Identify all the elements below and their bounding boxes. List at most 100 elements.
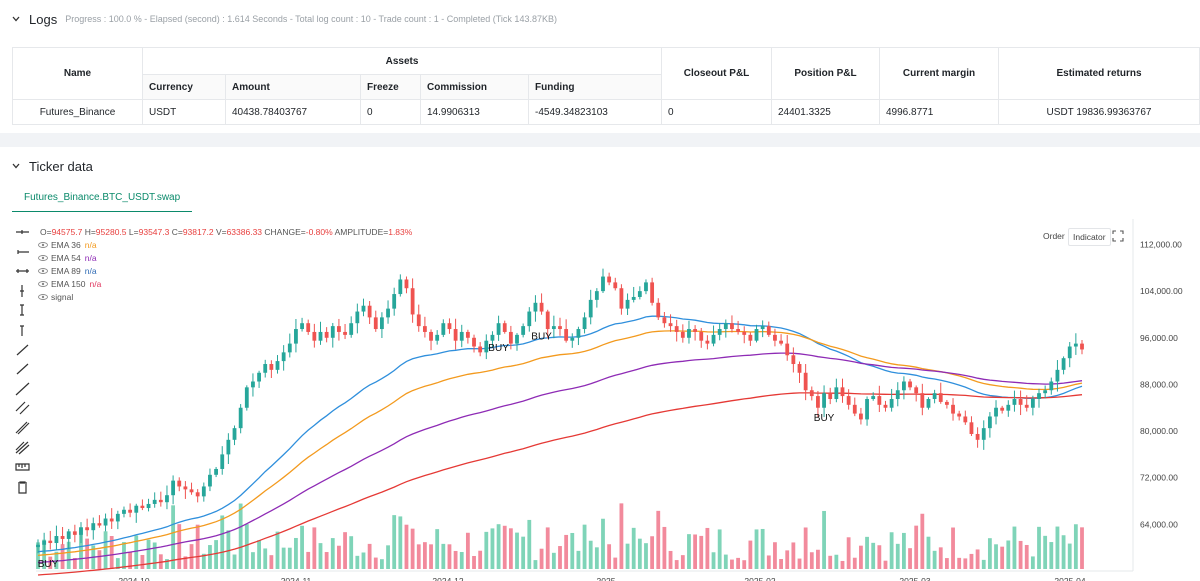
candle-body	[380, 317, 384, 330]
candle-body	[957, 413, 962, 417]
candle-body	[484, 340, 489, 353]
candle-body	[637, 291, 642, 297]
vertical-segment-icon[interactable]	[15, 303, 30, 317]
ema36-line	[37, 315, 1083, 553]
eye-icon[interactable]	[38, 268, 48, 274]
legend-signal[interactable]: signal	[38, 292, 73, 302]
volume-bar	[521, 536, 526, 569]
candle-body	[275, 361, 280, 370]
volume-bar	[773, 542, 777, 569]
candle-body	[410, 288, 415, 315]
x-tick-label: 2025-04	[1054, 576, 1085, 581]
logs-header[interactable]: Logs Progress : 100.0 % - Elapsed (secon…	[12, 11, 557, 27]
candle-body	[662, 317, 667, 324]
buy-signal-label: BUY	[531, 332, 552, 343]
eye-icon[interactable]	[38, 281, 48, 287]
ruler-icon[interactable]	[15, 460, 30, 474]
volume-bar	[717, 529, 722, 569]
volume-bar	[588, 540, 593, 569]
table-row: Futures_Binance USDT 40438.78403767 0 14…	[12, 99, 1200, 125]
trash-icon[interactable]	[15, 480, 30, 494]
volume-bar	[699, 535, 704, 569]
tab-symbol[interactable]: Futures_Binance.BTC_USDT.swap	[12, 184, 193, 212]
col-header-commission: Commission	[420, 74, 529, 100]
volume-bar	[140, 554, 145, 569]
legend-ema54[interactable]: EMA 54 n/a	[38, 253, 97, 263]
legend-ema36[interactable]: EMA 36 n/a	[38, 240, 97, 250]
candle-body	[54, 536, 59, 544]
volume-bar	[607, 544, 612, 569]
candle-body	[846, 396, 851, 405]
volume-bar	[97, 550, 102, 569]
ray-line-icon[interactable]	[15, 362, 30, 376]
volume-bar	[785, 550, 790, 569]
candle-body	[232, 428, 237, 440]
candle-body	[189, 489, 194, 493]
y-tick-label: 104,000.00	[1140, 286, 1183, 296]
volume-bar	[361, 552, 366, 569]
volume-bar	[410, 528, 415, 569]
volume-bar	[1030, 556, 1035, 569]
candle-body	[97, 523, 102, 526]
candle-body	[146, 503, 151, 509]
candle-body	[717, 329, 722, 335]
volume-bar	[613, 557, 618, 569]
order-button[interactable]: Order	[1039, 228, 1069, 244]
volume-bar	[183, 556, 188, 569]
candle-body	[1049, 381, 1054, 391]
eye-icon[interactable]	[38, 255, 48, 261]
y-tick-label: 88,000.00	[1140, 379, 1178, 389]
logs-status: Progress : 100.0 % - Elapsed (second) : …	[65, 14, 557, 24]
volume-bar	[85, 538, 90, 569]
candle-body	[1000, 407, 1005, 411]
ticker-header[interactable]: Ticker data	[12, 158, 93, 174]
l-value: 93547.3	[138, 227, 170, 237]
volume-bar	[152, 542, 157, 569]
legend-ema89[interactable]: EMA 89 n/a	[38, 266, 97, 276]
candle-body	[773, 334, 777, 341]
volume-bar	[969, 553, 974, 569]
extended-line-icon[interactable]	[15, 382, 30, 396]
candle-body	[42, 540, 47, 545]
volume-bar	[711, 552, 716, 569]
vertical-ray-icon[interactable]	[15, 323, 30, 337]
candle-body	[779, 340, 783, 344]
candle-body	[472, 337, 476, 347]
fib-lines-icon[interactable]	[15, 441, 30, 455]
volume-bar	[742, 560, 747, 569]
indicator-button[interactable]: Indicator	[1068, 228, 1111, 246]
candle-body	[797, 364, 802, 373]
ticker-title: Ticker data	[29, 158, 93, 174]
candle-body	[944, 401, 949, 405]
legend-value: n/a	[84, 240, 97, 250]
trend-line-icon[interactable]	[15, 343, 30, 357]
volume-bar	[932, 550, 937, 569]
candle-body	[859, 413, 863, 420]
candle-body	[398, 279, 403, 295]
horizontal-ray-icon[interactable]	[15, 245, 30, 259]
parallel-channel-icon[interactable]	[15, 401, 30, 415]
candle-body	[748, 334, 753, 341]
horizontal-line-icon[interactable]	[15, 225, 30, 239]
candle-body	[140, 505, 145, 509]
price-chart[interactable]: 112,000.00 104,000.00 96,000.00 88,000.00 80…	[0, 219, 1200, 581]
ema89-line	[37, 352, 1083, 564]
chevron-down-icon[interactable]	[12, 15, 20, 23]
eye-icon[interactable]	[38, 242, 48, 248]
expand-icon[interactable]	[1112, 230, 1124, 242]
candle-body	[459, 331, 464, 341]
volume-bar	[300, 525, 304, 569]
volume-bar	[1049, 542, 1054, 569]
vertical-line-icon[interactable]	[15, 284, 30, 298]
eye-icon[interactable]	[38, 294, 48, 300]
candle-body	[908, 381, 912, 388]
horizontal-segment-icon[interactable]	[15, 264, 30, 278]
candle-body	[723, 323, 728, 330]
parallel-lines-icon[interactable]	[15, 421, 30, 435]
y-tick-label: 72,000.00	[1140, 473, 1178, 483]
legend-ema150[interactable]: EMA 150 n/a	[38, 279, 101, 289]
legend-value: n/a	[89, 279, 102, 289]
chevron-down-icon[interactable]	[12, 162, 20, 170]
candle-body	[969, 422, 974, 434]
l-label: L=	[128, 227, 139, 237]
